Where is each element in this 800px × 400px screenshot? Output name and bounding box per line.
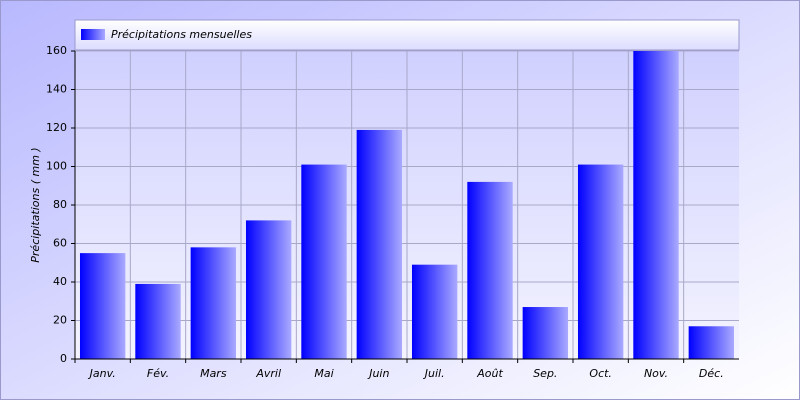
x-tick-label: Août: [476, 367, 503, 380]
x-tick-label: Avril: [255, 367, 281, 380]
bar: [79, 253, 126, 359]
bar: [633, 51, 679, 359]
y-tick-label: 80: [53, 198, 67, 211]
y-axis-label: Précipitations ( mm ): [29, 147, 42, 262]
bar: [522, 307, 569, 359]
y-tick-label: 40: [53, 275, 67, 288]
x-tick-label: Sep.: [533, 367, 557, 380]
x-tick-label: Mars: [200, 367, 227, 380]
x-tick-label: Mai: [314, 367, 333, 380]
y-tick-label: 120: [46, 121, 67, 134]
x-tick-label: Fév.: [147, 367, 169, 380]
x-tick-label: Nov.: [644, 367, 668, 380]
y-tick-label: 20: [53, 314, 67, 327]
x-tick-label: Déc.: [699, 367, 724, 380]
legend: [74, 19, 740, 51]
x-tick-label: Oct.: [589, 367, 612, 380]
y-tick-label: 140: [46, 83, 67, 96]
bar: [577, 164, 624, 359]
y-tick-label: 100: [46, 160, 67, 173]
y-tick-label: 160: [46, 44, 67, 57]
bar: [467, 181, 513, 359]
bar: [190, 247, 237, 359]
legend-label: Précipitations mensuelles: [111, 28, 252, 41]
x-tick-label: Juin: [367, 367, 389, 380]
bar: [356, 129, 403, 359]
x-tick-label: Juil.: [423, 367, 445, 380]
y-tick-label: 0: [60, 352, 67, 365]
x-tick-label: Janv.: [88, 367, 116, 380]
bar: [411, 264, 458, 359]
bar: [301, 164, 347, 359]
y-tick-label: 60: [53, 237, 67, 250]
bar: [688, 326, 735, 359]
legend-swatch: [81, 29, 105, 40]
bar: [135, 283, 181, 359]
bar: [245, 220, 292, 359]
